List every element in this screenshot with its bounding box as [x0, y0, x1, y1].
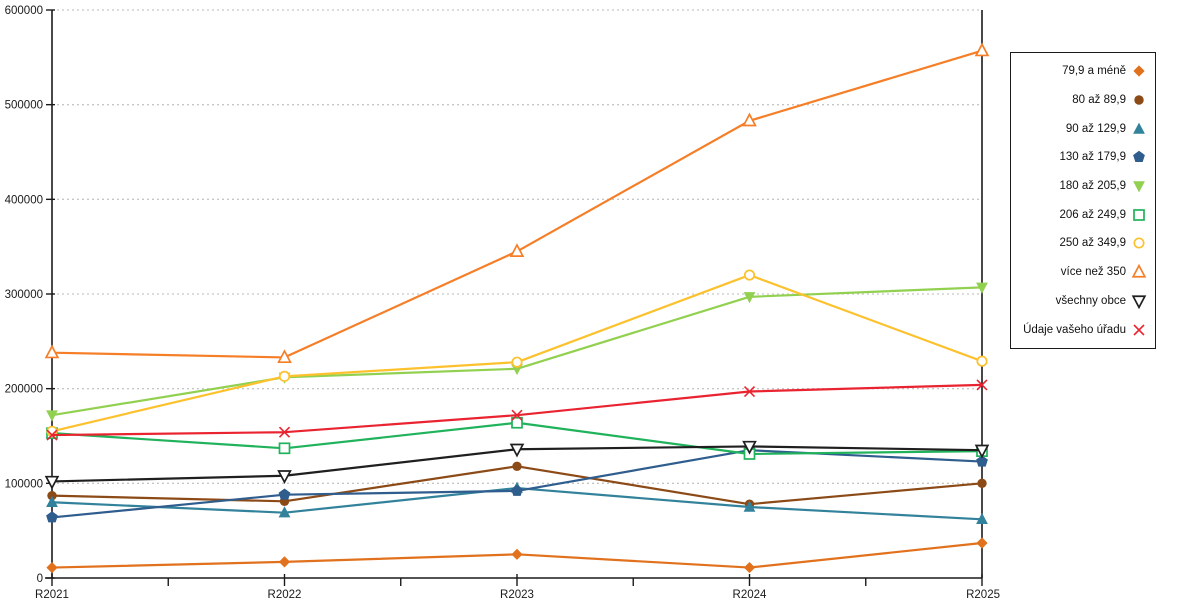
legend-item-250-a-349-9: 250 až 349,9	[1015, 235, 1147, 251]
data-point	[278, 426, 291, 438]
legend-item-180-a-205-9: 180 až 205,9	[1015, 178, 1147, 194]
chart-legend: 79,9 a méně 80 až 89,9 90 až 129,9 130 až 1…	[1010, 52, 1156, 349]
data-point	[277, 349, 292, 364]
data-point	[46, 511, 58, 523]
legend-circle-icon	[1134, 95, 1144, 105]
legend-pentagon-icon	[1133, 151, 1145, 163]
data-point	[278, 488, 291, 500]
y-tick-label: 600000	[5, 5, 43, 17]
series-line	[51, 273, 983, 433]
legend-item-v-ce-ne-350: více než 350	[1015, 264, 1147, 280]
legend-triangle-up-icon	[1131, 264, 1147, 278]
data-point	[46, 429, 58, 441]
series-daje-va-eho-adu	[46, 379, 988, 441]
legend-label: 79,9 a méně	[1062, 65, 1126, 78]
data-point	[47, 490, 57, 501]
data-point	[511, 416, 523, 429]
legend-label: 80 až 89,9	[1072, 94, 1126, 107]
legend-item-v-echny-obce: všechny obce	[1015, 293, 1147, 309]
legend-item-206-a-249-9: 206 až 249,9	[1015, 207, 1147, 223]
series-79-9-a-m-n	[46, 537, 988, 574]
legend-diamond-icon	[1133, 65, 1145, 77]
legend-label: 130 až 179,9	[1059, 151, 1126, 164]
data-point	[742, 112, 757, 127]
data-point	[743, 292, 756, 304]
legend-triangle-down-icon	[1133, 181, 1145, 193]
data-point	[511, 356, 523, 368]
x-tick-label: R2024	[733, 589, 767, 600]
legend-label: více než 350	[1060, 266, 1126, 279]
data-point	[977, 478, 987, 489]
legend-label: 90 až 129,9	[1065, 122, 1126, 135]
data-point	[509, 243, 525, 257]
y-tick-label: 500000	[5, 100, 43, 112]
data-point	[509, 443, 525, 458]
legend-item-90-a-129-9: 90 až 129,9	[1015, 121, 1147, 137]
legend-item-daje-va-eho-adu: Údaje vašeho úřadu	[1015, 322, 1147, 338]
legend-label: 206 až 249,9	[1059, 208, 1126, 221]
data-point	[743, 561, 756, 574]
y-tick-label: 300000	[5, 289, 43, 301]
x-tick-label: R2022	[268, 589, 302, 600]
y-tick-label: 400000	[5, 194, 43, 206]
legend-square-icon	[1133, 208, 1145, 221]
data-point	[743, 385, 756, 398]
data-point	[46, 561, 58, 574]
data-point	[742, 440, 757, 455]
data-point	[974, 444, 990, 459]
data-point	[277, 470, 292, 484]
y-tick-label: 100000	[5, 478, 43, 490]
series-v-ce-ne-350	[44, 42, 990, 364]
legend-label: Údaje vašeho úřadu	[1023, 323, 1126, 336]
data-point	[511, 548, 523, 560]
legend-item-80-a-89-9: 80 až 89,9	[1015, 92, 1147, 108]
series-v-echny-obce	[44, 440, 990, 490]
data-point	[46, 495, 58, 508]
data-point	[743, 500, 756, 512]
data-point	[511, 409, 523, 421]
legend-item-79-9-a-m-n: 79,9 a méně	[1015, 63, 1147, 79]
data-point	[976, 537, 988, 549]
series-line	[51, 286, 983, 417]
data-point	[44, 344, 60, 359]
legend-triangle-down-icon	[1131, 295, 1147, 309]
data-point	[974, 42, 990, 57]
y-tick-label: 0	[37, 573, 43, 585]
data-point	[44, 475, 60, 490]
series-250-a-349-9	[46, 269, 988, 437]
data-point	[278, 442, 291, 455]
x-tick-label: R2025	[966, 589, 1000, 600]
data-point	[278, 556, 291, 568]
x-tick-label: R2021	[35, 589, 69, 600]
legend-triangle-up-icon	[1133, 122, 1145, 134]
legend-x-icon	[1133, 323, 1145, 336]
data-point	[46, 410, 58, 422]
legend-label: 250 až 349,9	[1059, 237, 1126, 250]
data-point	[278, 370, 291, 382]
data-point	[743, 269, 756, 281]
data-point	[278, 506, 291, 518]
legend-item-130-a-179-9: 130 až 179,9	[1015, 149, 1147, 165]
x-tick-label: R2023	[500, 589, 534, 600]
legend-circle-icon	[1133, 237, 1145, 250]
data-point	[976, 512, 988, 525]
legend-label: 180 až 205,9	[1059, 180, 1126, 193]
data-point	[511, 484, 523, 496]
series-line	[51, 49, 983, 359]
data-point	[976, 455, 988, 467]
y-tick-label: 200000	[5, 384, 43, 396]
data-point	[976, 355, 988, 367]
data-point	[976, 379, 988, 391]
legend-label: všechny obce	[1055, 294, 1126, 307]
series-180-a-205-9	[46, 282, 988, 422]
data-point	[976, 282, 988, 294]
data-point	[512, 461, 522, 471]
